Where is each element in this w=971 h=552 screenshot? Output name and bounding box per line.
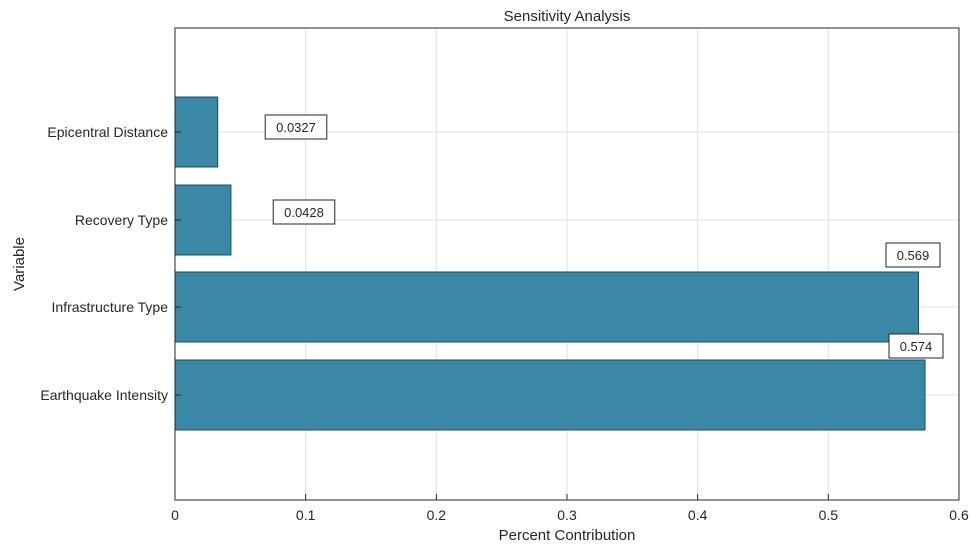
bar: [174, 184, 232, 256]
data-label-box: [272, 199, 336, 225]
data-label: 0.0428: [272, 199, 336, 225]
y-axis-label: Variable: [11, 237, 28, 291]
data-label-box: [888, 333, 944, 359]
data-label-text: 0.0428: [284, 205, 324, 220]
data-label-text: 0.0327: [276, 120, 316, 135]
bar: [174, 359, 926, 431]
data-label: 0.0327: [264, 114, 328, 140]
x-axis-label: Percent Contribution: [499, 527, 636, 544]
data-label: 0.574: [888, 333, 944, 359]
data-label-text: 0.574: [900, 339, 933, 354]
bar: [174, 96, 219, 168]
data-label-box: [885, 242, 941, 268]
x-axis-ticks: 0 0.1 0.2 0.3 0.4 0.5 0.6: [171, 494, 969, 523]
x-tick-label: 0.1: [296, 507, 316, 523]
data-label: 0.569: [885, 242, 941, 268]
bar: [174, 271, 919, 343]
data-label-box: [264, 114, 328, 140]
y-tick-label: Infrastructure Type: [52, 299, 169, 315]
x-tick-label: 0.4: [688, 507, 708, 523]
y-tick-label: Earthquake Intensity: [40, 387, 168, 403]
y-tick-label: Recovery Type: [75, 212, 168, 228]
y-tick-label: Epicentral Distance: [47, 124, 168, 140]
x-tick-label: 0.3: [557, 507, 577, 523]
x-tick-label: 0.5: [819, 507, 839, 523]
data-label-text: 0.569: [897, 248, 930, 263]
x-tick-label: 0.2: [427, 507, 447, 523]
data-labels: 0.0327 0.0428 0.569 0.574: [264, 114, 944, 359]
bars: [174, 96, 926, 431]
x-tick-label: 0.6: [949, 507, 969, 523]
chart-title: Sensitivity Analysis: [504, 8, 631, 25]
y-axis-ticks: Epicentral Distance Recovery Type Infrastr…: [40, 124, 181, 403]
x-tick-label: 0: [171, 507, 179, 523]
